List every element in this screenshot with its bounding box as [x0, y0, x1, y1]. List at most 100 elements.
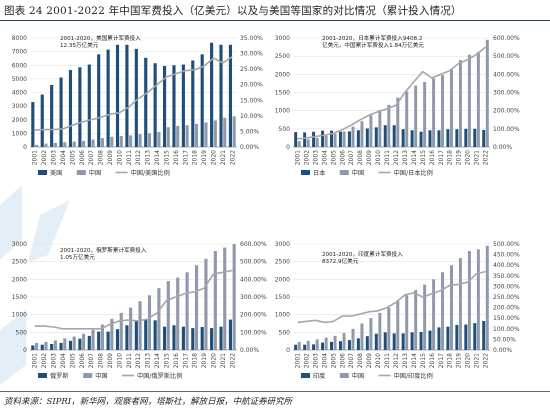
bar-china: [147, 295, 152, 350]
x-tick-label: 2017: [438, 150, 445, 165]
bar-china: [432, 78, 436, 147]
bar-china: [315, 339, 319, 350]
y-left-tick-label: 2500: [275, 259, 290, 266]
y-right-tick-label: 400.00%: [493, 71, 520, 78]
x-tick-label: 2012: [135, 150, 142, 165]
source-note: 资料来源：SIPRI，新华网，观察者网，塔斯社，解放日报，中航证券研究所: [4, 397, 293, 407]
y-left-tick-label: 2000: [12, 117, 27, 124]
bar-china: [324, 337, 328, 350]
y-left-tick-label: 500: [279, 329, 291, 336]
bar-china: [360, 323, 364, 350]
bar-china: [176, 125, 180, 147]
legend-swatch: [76, 170, 86, 175]
bar-china: [414, 289, 418, 350]
x-tick-label: 2018: [192, 150, 199, 165]
bar-china: [297, 141, 301, 147]
x-tick-label: 2012: [393, 150, 400, 165]
x-tick-label: 2014: [154, 353, 161, 368]
x-tick-label: 2022: [483, 353, 490, 368]
x-tick-label: 2015: [420, 353, 427, 368]
bar-country: [464, 324, 468, 350]
figure-title: 图表 24 2001-2022 年中国军费投入（亿美元）以及与美国等国家的对比情…: [4, 5, 462, 17]
y-right-tick-label: 10.00%: [240, 113, 263, 120]
y-right-tick-label: 30.00%: [240, 51, 263, 58]
bar-china: [119, 312, 123, 350]
x-tick-label: 2005: [330, 353, 337, 368]
chart-annotation: 亿美元，中国累计军费投入1.84万亿美元: [322, 41, 424, 49]
bar-china: [91, 329, 95, 350]
x-tick-label: 2008: [98, 353, 105, 368]
bar-china: [450, 68, 453, 147]
bar-china: [35, 144, 39, 147]
bar-country: [181, 326, 185, 350]
x-tick-label: 2020: [465, 150, 472, 165]
bar-china: [213, 120, 217, 147]
bar-country: [401, 129, 405, 147]
bar-china: [232, 244, 236, 350]
y-left-tick-label: 3000: [12, 103, 27, 110]
y-right-tick-label: 0.00%: [493, 347, 512, 354]
bar-china: [232, 116, 236, 147]
y-left-tick-label: 0: [286, 144, 290, 151]
x-tick-label: 2021: [220, 150, 227, 165]
bar-country: [153, 320, 157, 350]
bar-china: [166, 127, 170, 147]
bar-country: [162, 65, 167, 147]
x-tick-label: 2014: [411, 353, 418, 368]
x-tick-label: 2013: [145, 353, 152, 368]
ratio-line: [297, 270, 486, 324]
x-tick-label: 2006: [79, 150, 86, 165]
bar-country: [294, 132, 298, 147]
bar-china: [185, 125, 189, 147]
x-tick-label: 2018: [192, 353, 199, 368]
y-left-tick-label: 3000: [275, 241, 290, 248]
bar-china: [485, 245, 489, 350]
x-tick-label: 2007: [88, 150, 95, 165]
x-tick-label: 2014: [411, 150, 418, 165]
y-right-tick-label: 300.00%: [493, 90, 520, 97]
bar-country: [347, 131, 351, 147]
bar-country: [437, 327, 441, 350]
x-tick-label: 2016: [429, 353, 436, 368]
bar-country: [356, 130, 360, 147]
bar-china: [458, 258, 462, 350]
ratio-line: [34, 56, 233, 131]
x-tick-label: 2011: [384, 150, 391, 165]
bar-country: [410, 130, 414, 147]
x-tick-label: 2008: [357, 150, 364, 165]
bar-china: [387, 104, 391, 147]
bar-china: [53, 142, 57, 147]
bar-country: [97, 331, 101, 350]
y-right-tick-label: 350.00%: [493, 273, 520, 280]
bar-china: [157, 132, 161, 147]
y-right-tick-label: 20.00%: [240, 82, 263, 89]
legend-swatch: [83, 373, 93, 378]
bar-country: [330, 341, 333, 350]
y-left-tick-label: 3000: [275, 35, 290, 42]
bar-country: [338, 341, 342, 350]
x-tick-label: 2013: [402, 353, 409, 368]
bar-china: [315, 137, 319, 147]
bar-china: [360, 121, 364, 147]
bar-country: [428, 130, 432, 147]
bar-country: [428, 330, 432, 350]
y-right-tick-label: 100.00%: [493, 326, 520, 333]
legend-label: 中国/日本比例: [394, 169, 433, 177]
bar-country: [455, 324, 459, 350]
bar-country: [144, 57, 148, 147]
x-tick-label: 2014: [154, 150, 161, 165]
x-tick-label: 2009: [366, 353, 373, 368]
x-tick-label: 2004: [321, 150, 328, 165]
y-right-tick-label: 400.00%: [493, 262, 520, 269]
bar-country: [210, 42, 214, 147]
y-right-tick-label: 200.00%: [493, 108, 520, 115]
bar-china: [387, 307, 391, 350]
legend-swatch: [301, 373, 310, 378]
bar-china: [53, 340, 57, 350]
x-tick-label: 2011: [384, 353, 391, 368]
bar-china: [441, 272, 445, 350]
y-right-tick-label: 0.00%: [493, 144, 512, 151]
bar-country: [87, 335, 91, 350]
bar-country: [200, 54, 204, 147]
